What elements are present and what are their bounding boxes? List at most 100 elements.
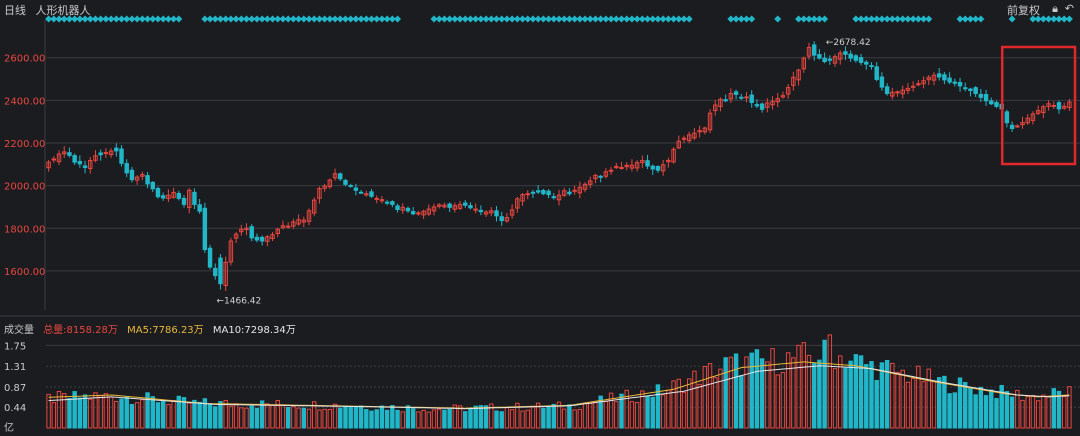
candle[interactable] — [244, 223, 249, 236]
volume-bar[interactable] — [129, 403, 135, 429]
volume-bar[interactable] — [775, 374, 780, 429]
candle[interactable] — [671, 147, 676, 164]
volume-bar[interactable] — [1009, 396, 1015, 429]
period-label[interactable]: 日线 — [4, 4, 26, 17]
volume-bar[interactable] — [713, 377, 718, 429]
volume-bar[interactable] — [473, 405, 478, 429]
volume-bar[interactable] — [93, 392, 98, 429]
volume-bar[interactable] — [51, 402, 57, 429]
candle[interactable] — [551, 193, 557, 200]
volume-bar[interactable] — [561, 408, 567, 429]
volume-bar[interactable] — [614, 401, 619, 429]
candle[interactable] — [509, 204, 515, 219]
volume-bar[interactable] — [395, 409, 400, 429]
volume-bar[interactable] — [358, 405, 364, 429]
candle[interactable] — [77, 155, 83, 168]
volume-bar[interactable] — [1020, 399, 1025, 429]
volume-bar[interactable] — [124, 396, 129, 429]
volume-bar[interactable] — [671, 380, 676, 429]
candle[interactable] — [916, 80, 921, 87]
candle[interactable] — [681, 135, 687, 144]
volume-bar[interactable] — [728, 356, 734, 429]
candle[interactable] — [280, 220, 286, 230]
volume-bar[interactable] — [1041, 394, 1046, 429]
candle[interactable] — [1046, 100, 1051, 111]
candle[interactable] — [442, 202, 447, 209]
candle[interactable] — [598, 174, 603, 183]
candle[interactable] — [233, 231, 239, 244]
candle[interactable] — [343, 178, 348, 187]
candle[interactable] — [327, 178, 333, 189]
candle[interactable] — [614, 162, 619, 170]
candle[interactable] — [353, 183, 359, 196]
candle[interactable] — [181, 195, 187, 208]
candle[interactable] — [791, 71, 796, 91]
volume-bar[interactable] — [332, 403, 338, 429]
candle[interactable] — [640, 155, 645, 169]
volume-bar[interactable] — [765, 361, 770, 429]
volume-bar[interactable] — [572, 409, 577, 429]
candle[interactable] — [489, 207, 494, 217]
candle[interactable] — [317, 186, 322, 204]
candle[interactable] — [348, 183, 353, 188]
candle[interactable] — [275, 227, 280, 238]
volume-bar[interactable] — [72, 391, 77, 429]
volume-bar[interactable] — [322, 408, 327, 429]
volume-bar[interactable] — [827, 334, 833, 429]
volume-bar[interactable] — [452, 404, 458, 429]
volume-bar[interactable] — [947, 393, 952, 429]
volume-bar[interactable] — [624, 389, 629, 429]
volume-bar[interactable] — [655, 384, 661, 429]
volume-bar[interactable] — [697, 383, 702, 429]
candle[interactable] — [1056, 100, 1062, 114]
volume-bar[interactable] — [390, 405, 395, 429]
candle[interactable] — [72, 153, 77, 165]
candle[interactable] — [530, 189, 536, 199]
volume-bar[interactable] — [884, 360, 890, 429]
volume-bar[interactable] — [166, 404, 171, 429]
candle[interactable] — [436, 203, 442, 209]
volume-bar[interactable] — [187, 402, 192, 429]
candle[interactable] — [62, 146, 67, 158]
candle[interactable] — [108, 148, 114, 158]
candle[interactable] — [931, 72, 937, 86]
volume-bar[interactable] — [910, 377, 916, 429]
volume-bar[interactable] — [1056, 390, 1062, 429]
volume-bar[interactable] — [744, 356, 749, 429]
candle[interactable] — [733, 89, 739, 100]
candle[interactable] — [577, 181, 583, 199]
candle[interactable] — [114, 143, 119, 157]
candle[interactable] — [744, 92, 749, 103]
candle[interactable] — [218, 254, 223, 290]
volume-bar[interactable] — [890, 362, 895, 429]
candle[interactable] — [713, 99, 718, 116]
volume-bar[interactable] — [317, 409, 322, 429]
volume-bar[interactable] — [853, 354, 859, 429]
candle[interactable] — [1030, 111, 1036, 125]
volume-bar[interactable] — [311, 401, 317, 429]
volume-bar[interactable] — [223, 400, 228, 429]
candle[interactable] — [796, 68, 801, 86]
volume-bar[interactable] — [145, 392, 150, 429]
candle[interactable] — [749, 90, 754, 108]
candle[interactable] — [187, 188, 192, 214]
candle[interactable] — [739, 93, 744, 100]
volume-bar[interactable] — [155, 402, 161, 429]
volume-bar[interactable] — [817, 359, 822, 429]
candle[interactable] — [452, 202, 458, 213]
lock-icon[interactable]: 🔒︎ — [1052, 2, 1058, 15]
candle[interactable] — [989, 97, 994, 106]
candle[interactable] — [1067, 99, 1072, 111]
candle[interactable] — [431, 203, 437, 216]
candle[interactable] — [374, 195, 379, 204]
volume-bar[interactable] — [431, 409, 437, 429]
candle[interactable] — [770, 96, 775, 110]
candle[interactable] — [249, 224, 254, 242]
volume-bar[interactable] — [478, 405, 484, 429]
candle[interactable] — [655, 165, 661, 173]
volume-bar[interactable] — [999, 384, 1004, 429]
volume-bar[interactable] — [301, 407, 307, 429]
volume-bar[interactable] — [468, 407, 473, 429]
volume-bar[interactable] — [686, 378, 692, 429]
volume-bar[interactable] — [228, 405, 234, 429]
